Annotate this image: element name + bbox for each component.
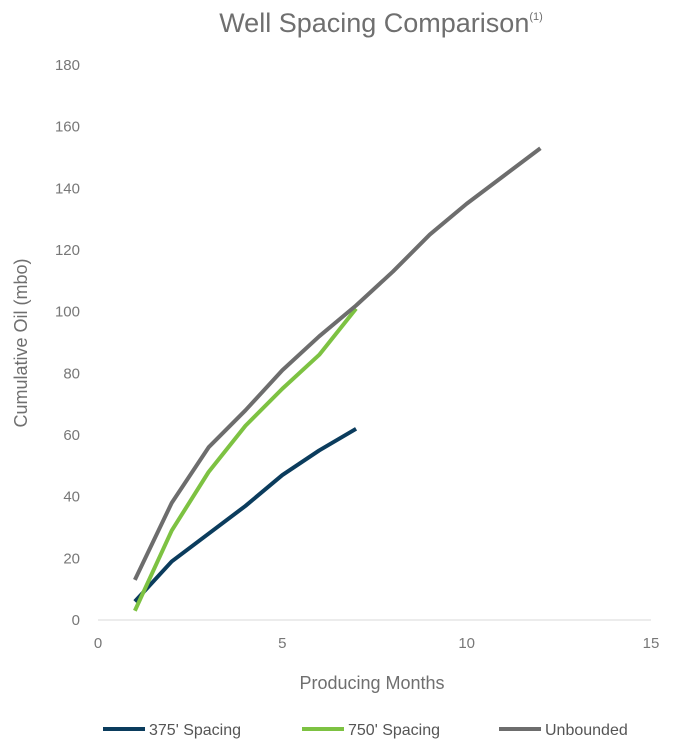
series-line-750-spacing	[133, 307, 358, 612]
y-tick-label: 140	[55, 180, 80, 197]
y-tick-label: 40	[63, 489, 80, 506]
x-tick-label: 5	[278, 635, 286, 652]
series-line-375-spacing	[133, 427, 358, 603]
x-axis-ticks: 0 5 10 15	[94, 635, 660, 652]
y-axis-label: Cumulative Oil (mbo)	[11, 258, 31, 427]
legend-item-750-spacing: 750' Spacing	[302, 722, 440, 739]
y-tick-label: 160	[55, 119, 80, 136]
series-lines	[133, 146, 542, 612]
y-tick-label: 100	[55, 304, 80, 321]
legend-label: Unbounded	[545, 722, 628, 739]
chart-title-text: Well Spacing Comparison	[219, 8, 529, 38]
chart-title-superscript: (1)	[529, 11, 542, 23]
y-tick-label: 180	[55, 57, 80, 74]
x-tick-label: 10	[458, 635, 475, 652]
legend-label: 375' Spacing	[149, 722, 241, 739]
y-tick-label: 20	[63, 550, 80, 567]
legend-label: 750' Spacing	[348, 722, 440, 739]
y-tick-label: 120	[55, 242, 80, 259]
y-tick-label: 60	[63, 427, 80, 444]
x-tick-label: 0	[94, 635, 102, 652]
chart-title: Well Spacing Comparison(1)	[219, 8, 543, 38]
x-tick-label: 15	[643, 635, 660, 652]
y-axis-ticks: 0 20 40 60 80 100 120 140 160 180	[55, 57, 80, 629]
series-line-unbounded	[133, 146, 542, 581]
y-tick-label: 0	[72, 612, 80, 629]
legend-item-375-spacing: 375' Spacing	[103, 722, 241, 739]
y-tick-label: 80	[63, 365, 80, 382]
legend-item-unbounded: Unbounded	[499, 722, 628, 739]
x-axis-label: Producing Months	[299, 673, 444, 693]
legend: 375' Spacing 750' Spacing Unbounded	[103, 722, 628, 739]
